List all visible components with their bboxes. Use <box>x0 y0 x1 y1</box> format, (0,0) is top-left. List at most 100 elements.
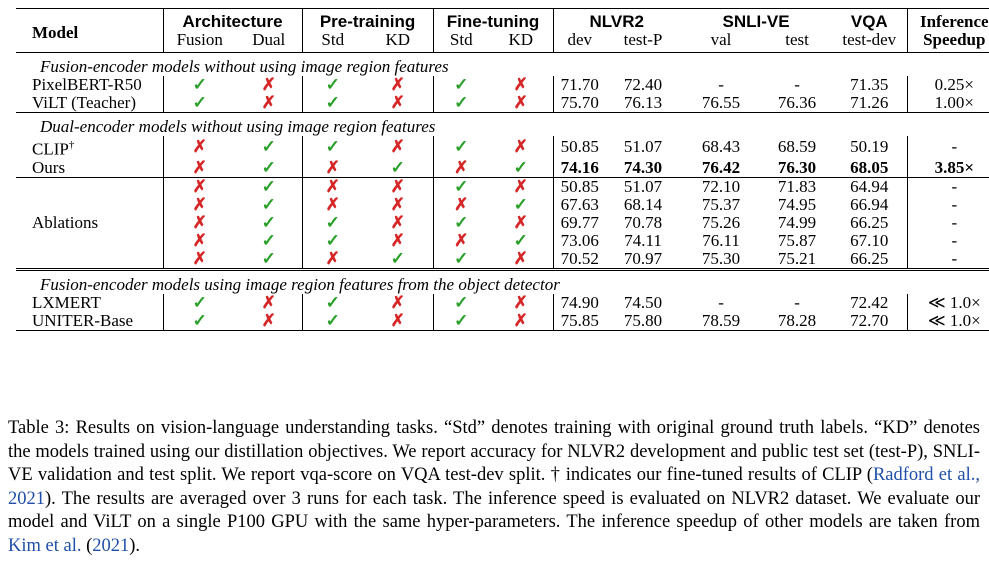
score-cell: - <box>718 75 724 94</box>
model-name: CLIP† <box>32 139 75 159</box>
score-cell: 75.87 <box>777 230 817 250</box>
score-cell: 75.26 <box>701 212 741 232</box>
speedup-cell: - <box>906 195 989 214</box>
cross-icon: ✗ <box>192 176 207 196</box>
score-cell: 74.11 <box>624 230 662 250</box>
cross-icon: ✗ <box>513 212 528 232</box>
score-cell: 50.85 <box>552 176 607 196</box>
cross-icon: ✗ <box>192 212 207 232</box>
score-cell: 72.70 <box>832 311 908 331</box>
cross-icon: ✗ <box>513 292 528 312</box>
speedup-cell: - <box>906 176 989 196</box>
cross-icon: ✗ <box>454 157 469 177</box>
check-icon: ✓ <box>192 310 207 330</box>
cross-icon: ✗ <box>390 292 405 312</box>
score-cell: 74.16 <box>552 158 607 178</box>
check-icon: ✓ <box>454 292 469 312</box>
score-cell: 76.55 <box>701 93 741 112</box>
check-icon: ✓ <box>390 157 405 177</box>
score-cell: - <box>718 292 724 312</box>
header-fusion: Fusion <box>162 31 236 53</box>
speedup-cell: - <box>906 231 989 250</box>
check-icon: ✓ <box>325 137 340 157</box>
score-cell: 50.85 <box>552 136 607 159</box>
table-row: ✗ ✓ ✓ ✗ ✗ ✓ 73.06 74.11 76.11 75.87 67.10- <box>16 230 989 250</box>
score-cell: 68.05 <box>850 157 889 177</box>
score-cell: 67.63 <box>552 195 607 214</box>
cross-icon: ✗ <box>513 310 528 330</box>
score-cell: 68.14 <box>623 194 663 214</box>
table-caption: Table 3: Results on vision-language unde… <box>8 418 980 556</box>
score-cell: 70.97 <box>623 248 663 268</box>
check-icon: ✓ <box>454 212 469 232</box>
check-icon: ✓ <box>454 137 469 157</box>
cross-icon: ✗ <box>513 176 528 196</box>
table-row: LXMERT ✓ ✗ ✓ ✗ ✓ ✗ 74.90 74.50 - - 72.42 ≪ 1.0× <box>16 292 989 312</box>
score-cell: 76.42 <box>701 157 741 177</box>
header-model: Model <box>16 8 163 53</box>
model-name: Ours <box>32 157 66 177</box>
header-speedup: Speedup <box>906 31 989 53</box>
caption-text-1: Table 3: Results on vision-language unde… <box>8 418 980 485</box>
caption-text-2: ). The results are averaged over 3 runs … <box>8 488 980 533</box>
check-icon: ✓ <box>325 212 340 232</box>
header-snli-test: test <box>785 30 809 49</box>
cross-icon: ✗ <box>390 75 405 94</box>
score-cell: 74.50 <box>623 292 663 312</box>
check-icon: ✓ <box>192 75 207 94</box>
check-icon: ✓ <box>454 93 469 112</box>
check-icon: ✓ <box>192 93 207 112</box>
cross-icon: ✗ <box>261 93 276 112</box>
speedup-cell: - <box>906 213 989 232</box>
score-cell: 74.99 <box>777 212 817 232</box>
section-title: Fusion-encoder models using image region… <box>16 267 989 294</box>
check-icon: ✓ <box>261 157 276 177</box>
citation-kim-authors[interactable]: Kim et al. <box>8 535 82 556</box>
score-cell: 76.30 <box>777 157 817 177</box>
check-icon: ✓ <box>325 230 340 250</box>
model-name: Ablations <box>16 176 163 270</box>
cross-icon: ✗ <box>325 194 340 214</box>
score-cell: 75.85 <box>552 311 607 331</box>
cross-icon: ✗ <box>192 248 207 268</box>
check-icon: ✓ <box>325 310 340 330</box>
score-cell: - <box>794 292 800 312</box>
score-cell: 74.30 <box>623 157 663 177</box>
table-row: PixelBERT-R50 ✓ ✗ ✓ ✗ ✓ ✗ 71.70 72.40 - - 71.35 0.25… <box>16 76 989 94</box>
header-pt-std: Std <box>301 31 364 53</box>
score-cell: 66.25 <box>850 212 889 232</box>
table-row: Ours ✗ ✓ ✗ ✓ ✗ ✓ 74.16 74.30 76.42 76.30 68.05 3.85× <box>16 157 989 178</box>
speedup-cell: - <box>906 249 989 270</box>
header-vqa-testdev: test-dev <box>842 30 897 49</box>
citation-radford[interactable]: Radford et al., 2021 <box>8 465 980 509</box>
model-name: ViLT (Teacher) <box>32 93 136 112</box>
table-row: Ablations ✗ ✓ ✗ ✗ ✓ ✗ 50.85 51.07 72.10 71.83 64.94… <box>16 176 989 270</box>
check-icon: ✓ <box>192 292 207 312</box>
check-icon: ✓ <box>261 230 276 250</box>
score-cell: 74.95 <box>777 194 817 214</box>
speedup-cell: 0.25× <box>906 76 989 94</box>
header-inference: Inference <box>906 8 989 31</box>
score-cell: 71.83 <box>762 176 833 196</box>
model-name: UNITER-Base <box>16 311 163 331</box>
check-icon: ✓ <box>261 176 276 196</box>
cross-icon: ✗ <box>390 194 405 214</box>
header-nlvr2-dev: dev <box>552 31 607 53</box>
score-cell: 76.36 <box>777 93 817 112</box>
score-cell: 75.80 <box>606 311 681 331</box>
citation-kim-year[interactable]: 2021 <box>92 535 130 556</box>
check-icon: ✓ <box>454 75 469 94</box>
cross-icon: ✗ <box>390 93 405 112</box>
score-cell: 69.77 <box>552 213 607 232</box>
cross-icon: ✗ <box>325 248 340 268</box>
score-cell: 76.11 <box>702 230 740 250</box>
cross-icon: ✗ <box>261 292 276 312</box>
score-cell: 76.13 <box>623 93 663 112</box>
cross-icon: ✗ <box>192 230 207 250</box>
score-cell: 75.21 <box>777 248 817 268</box>
cross-icon: ✗ <box>390 212 405 232</box>
table-row: ✗ ✓ ✗ ✓ ✓ ✗ 70.52 70.97 75.30 75.21 66.25- <box>16 248 989 270</box>
score-cell: - <box>794 75 800 94</box>
cross-icon: ✗ <box>390 310 405 330</box>
table-body: Fusion-encoder models without using imag… <box>16 52 989 331</box>
